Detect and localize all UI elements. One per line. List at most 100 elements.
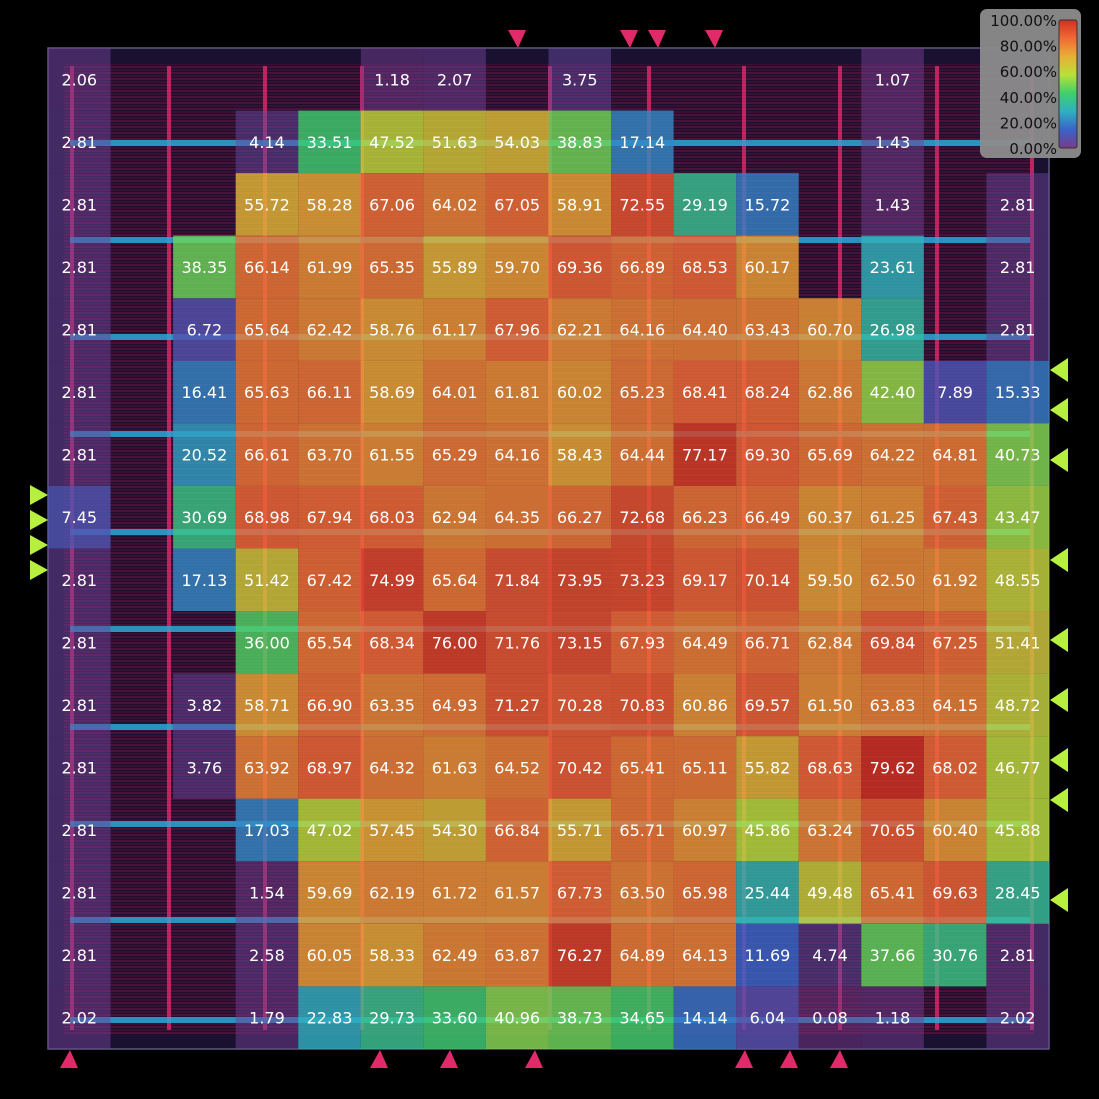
- heatmap-cell: [360, 48, 424, 111]
- heatmap-cell-label: 65.64: [432, 571, 478, 590]
- io-pin-right: [1050, 548, 1068, 572]
- heatmap-cell-label: 2.81: [61, 758, 97, 777]
- heatmap-cell: [485, 986, 549, 1049]
- heatmap-cell: [798, 798, 862, 862]
- heatmap-cell: [423, 986, 486, 1049]
- heatmap-cell: [861, 673, 924, 737]
- heatmap-cell: [611, 360, 674, 424]
- heatmap-cell: [485, 298, 549, 361]
- heatmap-cell: [48, 923, 111, 987]
- heatmap-cell-label: 60.02: [557, 383, 603, 402]
- heatmap-cell: [923, 736, 987, 799]
- heatmap-cell-label: 61.57: [494, 884, 540, 903]
- heatmap-cell: [48, 110, 111, 174]
- legend-tick-label: 40.00%: [1000, 89, 1057, 107]
- heatmap-cell: [861, 360, 924, 424]
- heatmap-cell-label: 64.89: [619, 946, 665, 965]
- heatmap-cell-label: 58.71: [244, 696, 290, 715]
- heatmap-cell: [673, 548, 737, 612]
- io-pin-bottom: [735, 1050, 753, 1068]
- heatmap-cell-label: 1.18: [875, 1009, 911, 1028]
- heatmap-cell-label: 59.70: [494, 258, 540, 277]
- heatmap-cell-label: 51.41: [995, 633, 1041, 652]
- io-pin-bottom: [370, 1050, 388, 1068]
- heatmap-cell-label: 63.35: [369, 696, 415, 715]
- heatmap-cell: [173, 298, 236, 361]
- heatmap-cell-label: 2.81: [1000, 321, 1036, 340]
- power-stripe-vertical: [167, 66, 171, 1030]
- heatmap-cell: [548, 673, 612, 737]
- heatmap-cell-label: 40.96: [494, 1009, 540, 1028]
- heatmap-cell-label: 2.81: [61, 821, 97, 840]
- heatmap-cell: [485, 798, 549, 862]
- heatmap-cell-label: 2.81: [61, 633, 97, 652]
- heatmap-cell-label: 33.60: [432, 1009, 478, 1028]
- heatmap-cell-label: 73.95: [557, 571, 603, 590]
- heatmap-cell-label: 55.82: [745, 758, 791, 777]
- heatmap-cell-label: 69.30: [745, 446, 791, 465]
- heatmap-cell-label: 68.34: [369, 633, 415, 652]
- io-pin-top: [648, 30, 666, 48]
- heatmap-cell: [798, 861, 862, 924]
- heatmap-cell: [298, 173, 361, 236]
- heatmap-cell-label: 51.63: [432, 133, 478, 152]
- heatmap-cell-label: 2.81: [61, 383, 97, 402]
- heatmap-cell: [861, 173, 924, 236]
- heatmap-cell: [360, 923, 424, 987]
- io-pin-left: [30, 560, 48, 580]
- heatmap-cell: [736, 423, 799, 486]
- io-pin-top: [620, 30, 638, 48]
- heatmap-cell: [298, 110, 361, 174]
- heatmap-cell-label: 67.42: [307, 571, 353, 590]
- heatmap-cell: [611, 235, 674, 299]
- io-pin-left: [30, 535, 48, 555]
- heatmap-cell-label: 71.84: [494, 571, 540, 590]
- heatmap-cell: [360, 986, 424, 1049]
- heatmap-cell-label: 65.71: [619, 821, 665, 840]
- heatmap-cell: [736, 298, 799, 361]
- heatmap-cell-label: 61.92: [932, 571, 978, 590]
- heatmap-cell: [235, 923, 299, 987]
- heatmap-cell-label: 73.23: [619, 571, 665, 590]
- heatmap-cell: [986, 861, 1049, 924]
- heatmap-cell-label: 61.25: [870, 508, 916, 527]
- heatmap-cell: [736, 548, 799, 612]
- heatmap-cell-label: 1.43: [875, 195, 911, 214]
- heatmap-cell-label: 69.17: [682, 571, 728, 590]
- heatmap-cell: [298, 298, 361, 361]
- heatmap-cell: [861, 298, 924, 361]
- heatmap-cell: [298, 861, 361, 924]
- heatmap-cell-label: 68.41: [682, 383, 728, 402]
- color-legend: 100.00% 80.00% 60.00% 40.00% 20.00% 0.00%: [980, 9, 1081, 158]
- heatmap-cell-label: 65.98: [682, 884, 728, 903]
- heatmap-cell-label: 62.49: [432, 946, 478, 965]
- heatmap-cell-label: 67.93: [619, 633, 665, 652]
- heatmap-cell-label: 66.23: [682, 508, 728, 527]
- heatmap-cell-label: 48.72: [995, 696, 1041, 715]
- heatmap-cell: [548, 110, 612, 174]
- heatmap-cell: [423, 485, 486, 549]
- heatmap-cell: [673, 298, 737, 361]
- heatmap-cell: [548, 48, 612, 111]
- heatmap-cell-label: 29.19: [682, 195, 728, 214]
- legend-tick-label: 20.00%: [1000, 114, 1057, 132]
- heatmap-cell: [360, 673, 424, 737]
- heatmap-cell-label: 70.14: [745, 571, 791, 590]
- heatmap-cell: [423, 48, 486, 111]
- heatmap-cell-label: 22.83: [307, 1009, 353, 1028]
- heatmap-cell-label: 58.69: [369, 383, 415, 402]
- heatmap-cell-label: 66.84: [494, 821, 540, 840]
- heatmap-cell-label: 17.13: [181, 571, 227, 590]
- heatmap-cell-label: 64.22: [870, 446, 916, 465]
- heatmap-cell-label: 2.58: [249, 946, 285, 965]
- heatmap-cell: [861, 923, 924, 987]
- heatmap-cell-label: 65.35: [369, 258, 415, 277]
- heatmap-cell-label: 58.91: [557, 195, 603, 214]
- heatmap-cell: [548, 986, 612, 1049]
- heatmap-cell-label: 1.43: [875, 133, 911, 152]
- heatmap-cell: [861, 611, 924, 674]
- heatmap-cell: [923, 360, 987, 424]
- heatmap-cell-label: 49.48: [807, 884, 853, 903]
- heatmap-cell: [48, 611, 111, 674]
